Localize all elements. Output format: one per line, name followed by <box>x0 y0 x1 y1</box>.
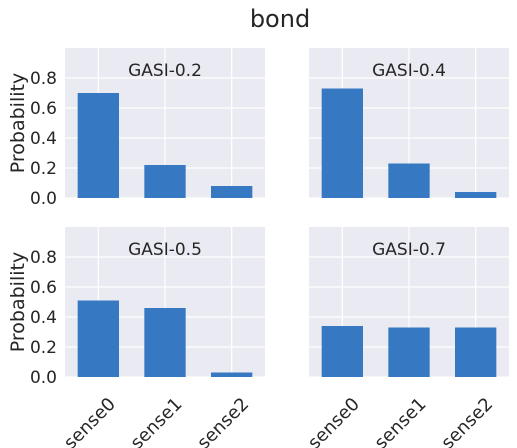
panel-1: GASI-0.4 <box>309 48 509 199</box>
y-tick-label: 0.6 <box>30 278 57 298</box>
y-tick-label: 0.2 <box>30 338 57 358</box>
panel-3: GASI-0.7 sense0 sense1 sense2 <box>304 227 509 448</box>
bar-sense2 <box>455 192 497 198</box>
x-tick-label: sense1 <box>127 394 187 448</box>
bar-sense2 <box>211 186 253 198</box>
x-tick-label: sense2 <box>437 394 497 448</box>
panel-title: GASI-0.4 <box>372 61 446 81</box>
bar-sense2 <box>211 372 253 377</box>
bar-sense0 <box>77 300 119 377</box>
panel-title: GASI-0.5 <box>128 240 202 260</box>
bar-sense2 <box>455 327 497 377</box>
bar-sense1 <box>388 163 430 198</box>
x-tick-label: sense0 <box>304 394 364 448</box>
bar-sense0 <box>77 93 119 198</box>
y-tick-label: 0.6 <box>30 99 57 119</box>
y-tick-label: 0.0 <box>30 189 57 209</box>
x-tick-label: sense1 <box>371 394 431 448</box>
bar-sense0 <box>321 326 363 377</box>
bar-sense1 <box>144 165 186 198</box>
panel-title: GASI-0.7 <box>372 240 446 260</box>
y-axis-label: Probability <box>7 73 29 173</box>
panel-title: GASI-0.2 <box>128 61 202 81</box>
x-tick-label: sense0 <box>60 394 120 448</box>
bar-sense1 <box>388 327 430 377</box>
y-axis-label: Probability <box>7 252 29 352</box>
panels: GASI-0.20.00.20.40.60.8ProbabilityGASI-0… <box>7 48 509 448</box>
chart-title: bond <box>250 5 310 33</box>
y-tick-label: 0.4 <box>30 129 57 149</box>
y-tick-label: 0.8 <box>30 248 57 268</box>
x-tick-label: sense2 <box>193 394 253 448</box>
bar-sense1 <box>144 308 186 377</box>
y-tick-label: 0.8 <box>30 69 57 89</box>
y-tick-label: 0.2 <box>30 159 57 179</box>
y-tick-label: 0.4 <box>30 308 57 328</box>
bar-sense0 <box>321 88 363 198</box>
y-tick-label: 0.0 <box>30 368 57 388</box>
